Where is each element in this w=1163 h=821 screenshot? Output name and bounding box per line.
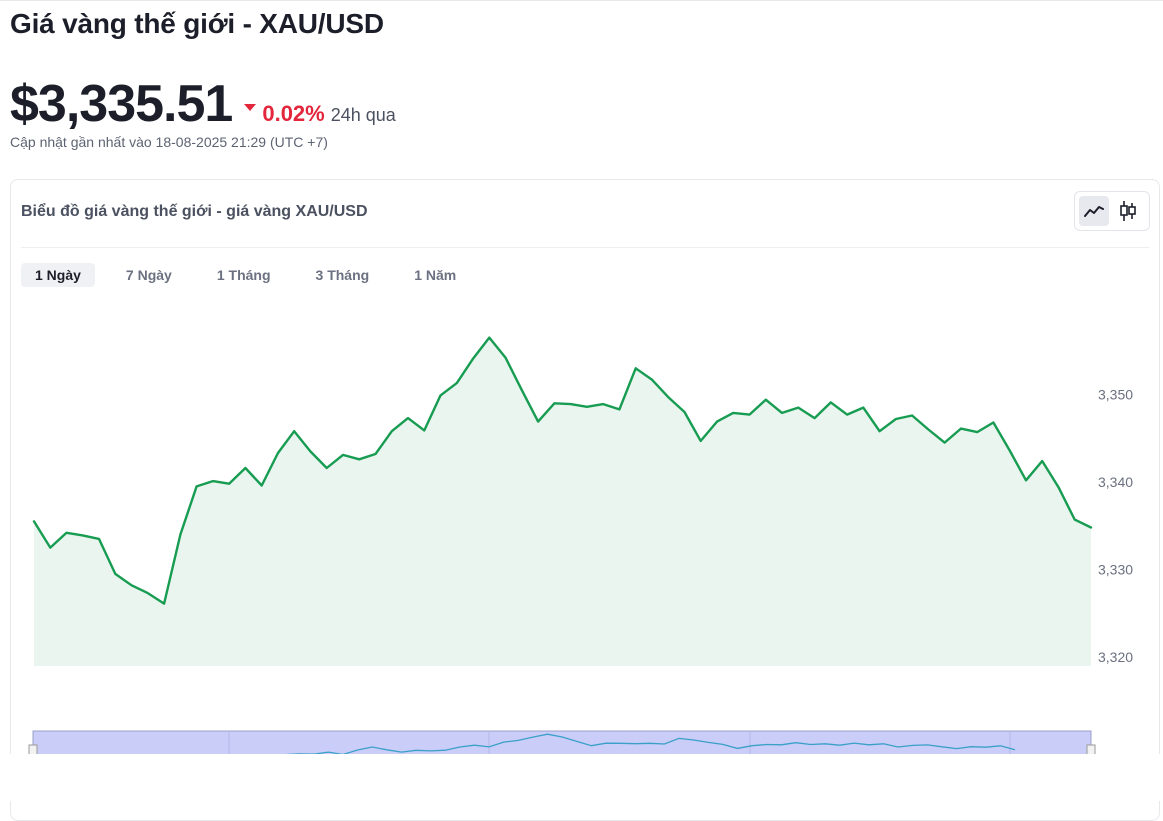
tab-1-year[interactable]: 1 Năm [414,267,457,283]
tab-3-months[interactable]: 3 Tháng [315,267,370,283]
chart-card: Biểu đồ giá vàng thế giới - giá vàng XAU… [10,179,1160,821]
down-arrow-icon [244,104,257,111]
tab-1-month[interactable]: 1 Tháng [216,267,271,283]
candlestick-icon [1120,201,1136,221]
price-row: $3,335.51 0.02% 24h qua [10,74,396,134]
line-chart-button[interactable] [1079,196,1109,226]
price-change-percent: 0.02% [262,101,325,126]
candlestick-button[interactable] [1113,196,1143,226]
change-period: 24h qua [330,105,396,125]
page-title: Giá vàng thế giới - XAU/USD [10,8,384,39]
timeframe-tabs: 1 Ngày 7 Ngày 1 Tháng 3 Tháng 1 Năm [21,263,487,287]
top-border [0,0,1163,1]
bottom-mask [0,754,1163,801]
card-divider [21,247,1149,248]
chart-title: Biểu đồ giá vàng thế giới - giá vàng XAU… [21,203,368,220]
chart-type-toggle [1074,191,1150,231]
last-updated-text: Cập nhật gần nhất vào 18-08-2025 21:29 (… [10,134,328,150]
tab-1-day[interactable]: 1 Ngày [21,263,95,287]
line-chart-icon [1084,206,1104,217]
tab-7-days[interactable]: 7 Ngày [125,267,172,283]
current-price: $3,335.51 [10,75,233,133]
